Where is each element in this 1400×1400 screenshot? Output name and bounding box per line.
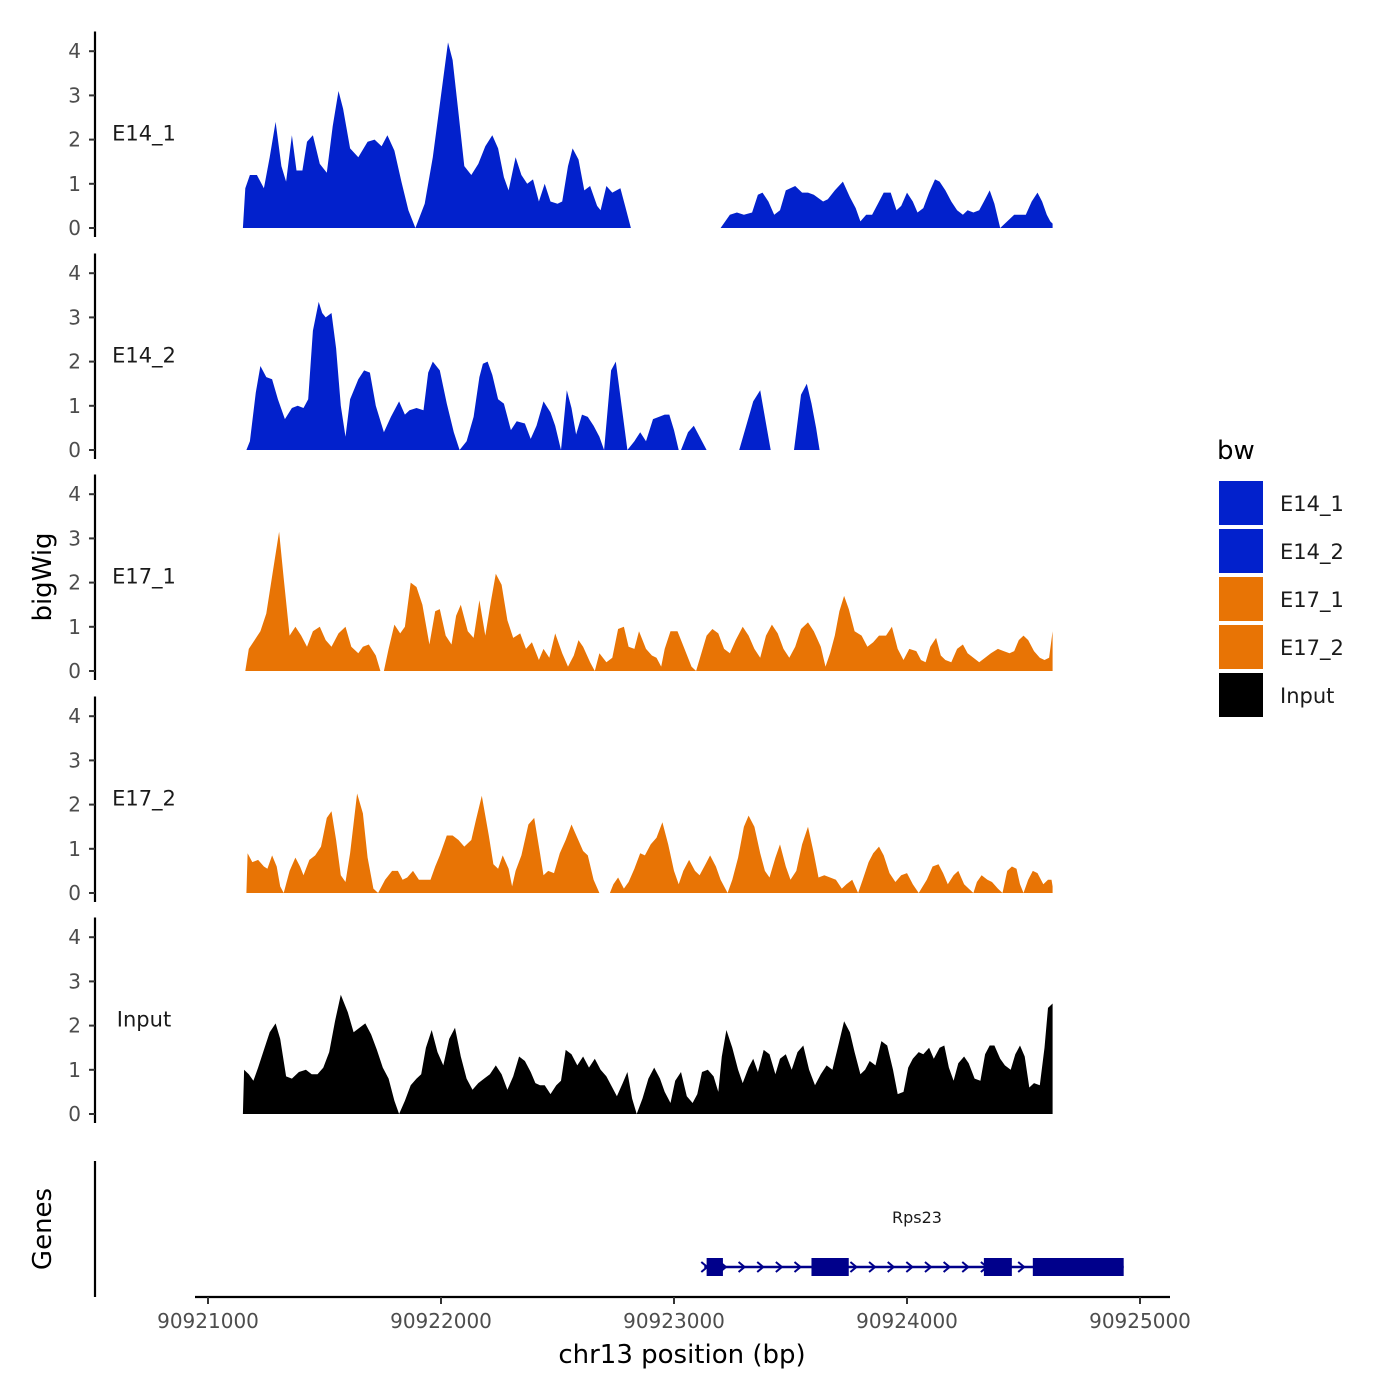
strand-arrow	[737, 1261, 747, 1273]
strand-arrow	[868, 1261, 877, 1273]
legend-label-Input: Input	[1280, 684, 1334, 708]
y-tick-label: 3	[68, 969, 81, 993]
track-label-E17_2: E17_2	[112, 787, 176, 812]
gene-name-label: Rps23	[892, 1208, 942, 1227]
legend-swatch-E17_1	[1217, 575, 1265, 623]
track-E14_1: 0 1 2 3 4 E14_1	[68, 31, 1053, 240]
y-tick-label: 2	[68, 128, 81, 152]
strand-arrow	[775, 1261, 784, 1273]
x-tick-label: 90922000	[390, 1309, 492, 1333]
x-tick-label: 90925000	[1089, 1309, 1191, 1333]
strand-arrow	[793, 1261, 803, 1273]
exon-block	[1032, 1258, 1124, 1276]
y-tick-label: 0	[68, 1102, 81, 1126]
y-tick-label: 4	[68, 482, 81, 506]
track-label-E14_2: E14_2	[112, 344, 176, 369]
y-tick-label: 0	[68, 438, 81, 462]
signal-tracks: 0 1 2 3 4 E14_1 0 1 2 3 4 E14_2 0 1 2 3 4 E17_1 0 1 2 3 4 E17_2…	[68, 31, 1053, 1126]
y-tick-label: 3	[68, 526, 81, 550]
legend-swatch-E17_2	[1217, 623, 1265, 671]
y-axis-title: bigWig	[28, 532, 58, 621]
legend-title: bw	[1217, 436, 1255, 466]
track-E17_1: 0 1 2 3 4 E17_1	[68, 474, 1053, 683]
exon-block	[983, 1258, 1012, 1276]
y-tick-label: 0	[68, 216, 81, 240]
y-tick-label: 4	[68, 925, 81, 949]
track-label-E14_1: E14_1	[112, 122, 176, 147]
legend-swatch-Input	[1217, 671, 1265, 719]
signal-area-E14_2	[246, 301, 820, 450]
track-E17_2: 0 1 2 3 4 E17_2	[68, 696, 1053, 905]
y-tick-label: 2	[68, 350, 81, 374]
y-tick-label: 3	[68, 83, 81, 107]
y-tick-label: 4	[68, 39, 81, 63]
signal-area-E17_1	[245, 531, 1053, 671]
y-tick-label: 3	[68, 748, 81, 772]
track-label-E17_1: E17_1	[112, 565, 176, 590]
y-tick-label: 4	[68, 261, 81, 285]
genes-panel: Rps23	[93, 1161, 1124, 1297]
y-tick-label: 1	[68, 394, 81, 418]
track-Input: 0 1 2 3 4 Input	[68, 917, 1053, 1126]
y-tick-label: 1	[68, 837, 81, 861]
legend-label-E14_2: E14_2	[1280, 540, 1344, 565]
genes-panel-title: Genes	[28, 1188, 58, 1270]
strand-arrow	[942, 1261, 952, 1273]
y-tick-label: 3	[68, 305, 81, 329]
x-tick-label: 90923000	[623, 1309, 725, 1333]
y-tick-label: 1	[68, 1058, 81, 1082]
strand-arrow	[849, 1261, 858, 1273]
strand-arrow	[1017, 1261, 1026, 1273]
signal-area-E14_1	[242, 42, 1053, 229]
x-tick-label: 90921000	[157, 1309, 259, 1333]
x-axis-title: chr13 position (bp)	[558, 1340, 805, 1370]
x-tick-label: 90924000	[856, 1309, 958, 1333]
signal-area-E17_2	[246, 793, 1053, 893]
legend-label-E14_1: E14_1	[1280, 492, 1344, 517]
track-label-Input: Input	[117, 1008, 171, 1032]
y-tick-label: 1	[68, 172, 81, 196]
legend-swatch-E14_1	[1217, 479, 1265, 527]
exon-block	[706, 1258, 723, 1276]
y-tick-label: 1	[68, 615, 81, 639]
exon-block	[811, 1258, 849, 1276]
strand-arrow	[924, 1261, 933, 1273]
legend-label-E17_1: E17_1	[1280, 588, 1344, 613]
signal-area-Input	[242, 994, 1053, 1114]
y-tick-label: 2	[68, 1014, 81, 1038]
x-axis: 90921000 90922000 90923000 90924000 90925000	[157, 1295, 1191, 1333]
strand-arrow	[887, 1261, 896, 1273]
strand-arrow	[905, 1261, 914, 1273]
y-tick-label: 0	[68, 881, 81, 905]
y-tick-label: 4	[68, 704, 81, 728]
strand-arrow	[961, 1261, 970, 1273]
track-E14_2: 0 1 2 3 4 E14_2	[68, 253, 820, 462]
y-tick-label: 0	[68, 659, 81, 683]
legend-label-E17_2: E17_2	[1280, 636, 1344, 661]
legend-swatch-E14_2	[1217, 527, 1265, 575]
strand-arrow	[756, 1261, 765, 1273]
y-tick-label: 2	[68, 793, 81, 817]
y-tick-label: 2	[68, 571, 81, 595]
legend: bw E14_1 E14_2 E17_1 E17_2 Input	[1217, 436, 1344, 719]
